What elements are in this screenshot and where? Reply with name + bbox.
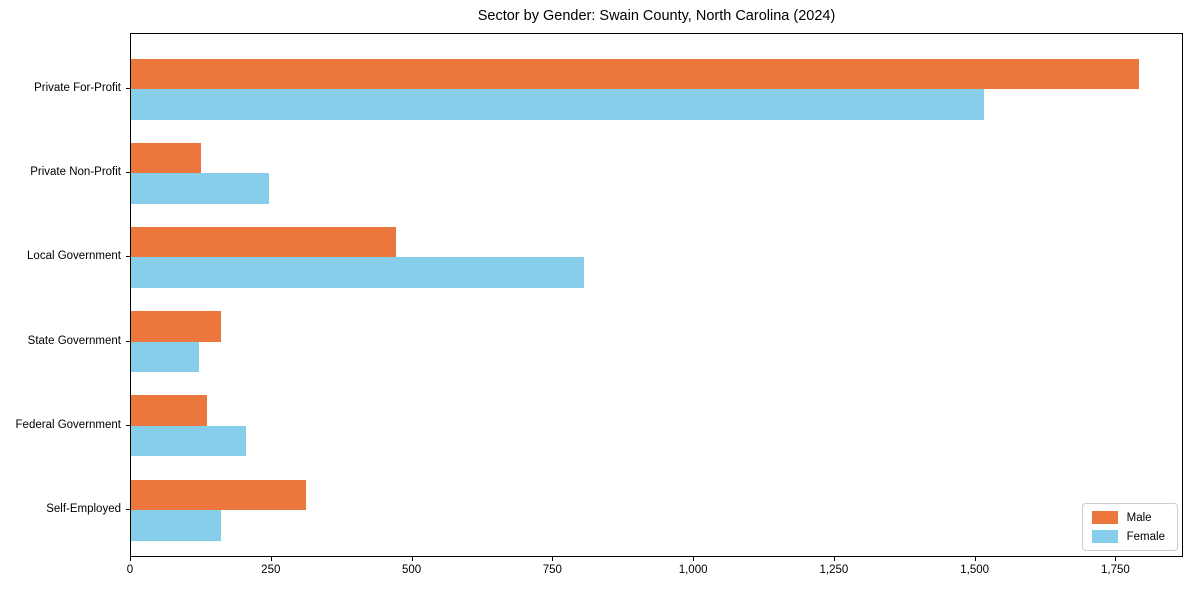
bar-female: [131, 341, 199, 373]
x-tick: [411, 557, 413, 561]
chart-title: Sector by Gender: Swain County, North Ca…: [477, 8, 836, 24]
y-axis-label: Self-Employed: [46, 503, 121, 515]
bar-female: [131, 173, 269, 204]
y-axis-label: State Government: [27, 334, 121, 347]
y-tick: [126, 172, 130, 174]
x-tick: [552, 557, 554, 561]
x-tick: [974, 557, 976, 561]
y-tick: [126, 509, 130, 510]
y-axis-label: Private For-Profit: [34, 82, 121, 94]
bar-male: [131, 142, 202, 174]
x-axis-label: 1,000: [678, 564, 708, 576]
y-axis-label: Federal Government: [15, 418, 121, 431]
bar-male: [131, 226, 396, 258]
y-tick: [126, 256, 130, 258]
bar-male: [131, 479, 306, 510]
plot-area: Male Female: [130, 33, 1183, 557]
female-color-swatch: [1091, 530, 1118, 543]
x-axis-label: 1,250: [819, 564, 849, 576]
x-axis-label: 500: [401, 564, 422, 576]
legend-item-male: Male: [1091, 511, 1165, 524]
y-tick: [126, 424, 130, 426]
bar-female: [131, 510, 222, 541]
legend-label-male: Male: [1126, 511, 1152, 524]
x-tick: [270, 557, 272, 561]
legend-item-female: Female: [1091, 530, 1165, 543]
x-axis-label: 1,750: [1101, 564, 1130, 576]
bar-female: [131, 425, 247, 457]
y-tick: [126, 88, 130, 89]
legend-label-female: Female: [1126, 530, 1165, 543]
bar-female: [131, 89, 985, 120]
y-axis-label: Local Government: [27, 250, 121, 263]
y-tick: [126, 340, 130, 342]
x-tick: [130, 557, 131, 561]
y-axis-label: Private Non-Profit: [30, 166, 121, 179]
bar-female: [131, 257, 585, 288]
bar-male: [131, 311, 222, 342]
x-tick: [833, 557, 835, 561]
bar-male: [131, 395, 208, 426]
x-axis-label: 0: [126, 564, 134, 576]
x-axis-label: 750: [542, 564, 562, 576]
x-tick: [1115, 557, 1117, 561]
x-tick: [693, 557, 695, 561]
legend: Male Female: [1081, 503, 1178, 551]
x-axis-label: 1,500: [960, 564, 990, 576]
male-color-swatch: [1091, 511, 1118, 524]
bar-male: [131, 58, 1139, 89]
x-axis-label: 250: [261, 564, 281, 576]
